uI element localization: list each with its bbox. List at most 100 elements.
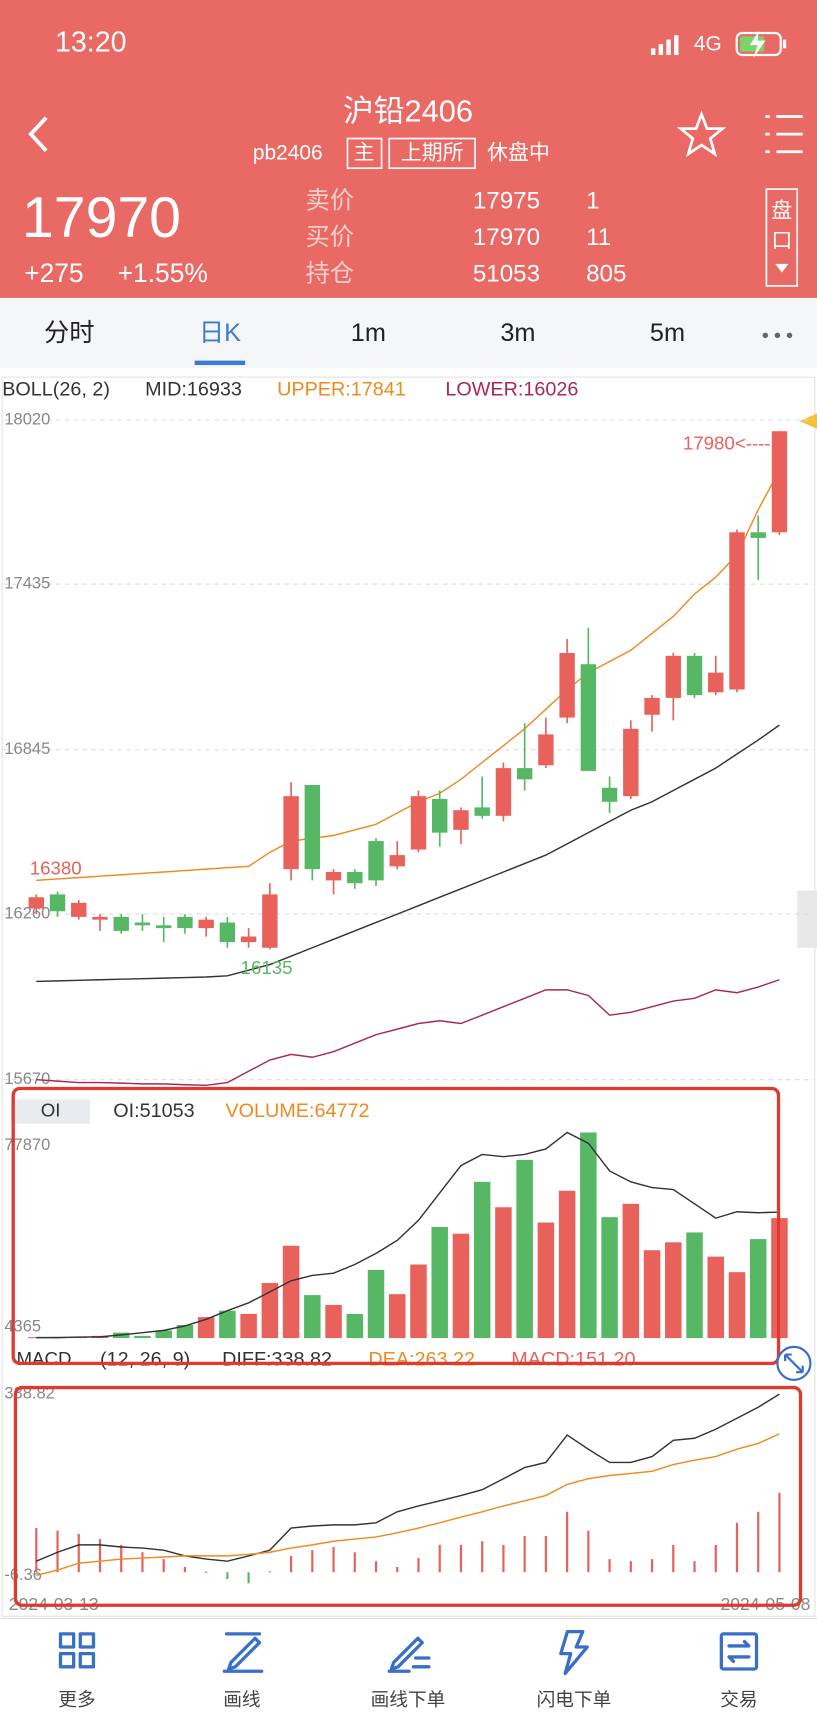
macd-bar [332,1546,335,1573]
macd-bar [502,1544,505,1573]
volume-bar [197,1317,215,1339]
toolbar-item[interactable]: 闪电下单 [537,1689,612,1710]
side-handle[interactable] [797,890,817,948]
macd-bar [459,1544,463,1573]
highlight-box [13,1385,803,1607]
title: 沪铅2406 [343,93,473,128]
y-tick-label: 16260 [4,904,50,922]
volume-bar [558,1190,576,1339]
candle-body [219,922,236,943]
candle-body [601,787,618,802]
volume-bar [537,1222,555,1339]
candle-body [495,768,512,816]
status-time: 13:20 [55,27,127,59]
toolbar-item[interactable]: 交易 [720,1689,757,1710]
y-tick-label: 4365 [4,1318,41,1336]
macd-bar [587,1530,590,1573]
macd-bar [417,1558,420,1573]
macd-bar [757,1511,760,1573]
volume-bar [728,1272,746,1339]
tab[interactable]: 3m [500,319,535,347]
volume-bar [707,1256,724,1339]
volume-bar [516,1159,533,1339]
y-tick-label: 18020 [4,410,50,428]
volume-bar [431,1227,448,1339]
candle-body [474,807,490,816]
legend-entry: MACD:151.20 [511,1348,635,1370]
macd-bar [183,1566,187,1573]
tab-underline [194,360,246,366]
tab[interactable]: 1m [351,319,386,347]
tabs-bg [0,297,817,369]
macd-bar [77,1533,80,1573]
annotation: 16380 [30,857,82,878]
volume-bar [665,1242,682,1339]
candle-body [28,897,44,909]
toolbar-item[interactable]: 画线下单 [371,1689,446,1710]
row-label: 卖价 [306,188,354,215]
candle-body [686,655,703,696]
macd-bar [226,1572,229,1580]
expand-button[interactable] [776,1345,812,1381]
more-tabs[interactable] [762,332,793,339]
tag: 主 [354,141,375,164]
icon-flash [559,1629,589,1676]
candle-body [92,916,108,920]
volume-bar [304,1295,321,1339]
volume-bar [749,1239,767,1339]
band-line [36,469,781,882]
menu-button[interactable] [765,115,803,154]
icon-more [58,1632,96,1669]
volume-bar [219,1310,236,1339]
candle-body [771,431,788,533]
candle-body [325,871,342,881]
macd-bar [289,1555,293,1573]
change: +275 [24,258,83,288]
toolbar-item[interactable]: 更多 [58,1689,95,1710]
y-tick-label: 17435 [4,575,50,593]
tag: 上期所 [401,141,464,164]
legend-entry: UPPER:17841 [277,379,406,401]
tab[interactable]: 分时 [44,319,95,347]
macd-bar [714,1544,717,1573]
candle-body [198,919,214,929]
icon-draw [222,1632,264,1673]
macd-bar [311,1550,314,1573]
candle-body [665,655,681,698]
indicator-label: BOLL(26, 2) [2,379,110,401]
back-button[interactable] [28,116,48,152]
side-button[interactable]: 盘 口 [765,188,799,287]
volume-bar [155,1330,172,1339]
series-line [36,1433,780,1577]
oi-tab-bg [10,1099,91,1124]
macd-bar [650,1559,654,1573]
volume-bar [325,1305,342,1339]
battery-icon [735,30,787,59]
legend-entry: LOWER:16026 [445,379,578,401]
candle-body [453,810,469,830]
series-line [36,1393,780,1562]
volume-bar [580,1132,597,1339]
tab-active[interactable]: 日K [199,319,241,347]
volume-bar [622,1203,640,1339]
candle-body [304,784,321,870]
candle-body [262,894,278,948]
macd-bar [629,1561,632,1573]
volume-bar [346,1313,364,1339]
change-pct: +1.55% [118,258,208,288]
legend-entry: DEA:263.22 [368,1348,475,1370]
macd-bar [608,1559,611,1573]
candle-body [410,796,427,850]
tab[interactable]: 5m [650,319,685,347]
candle-body [113,916,129,931]
volume-bar [176,1324,194,1339]
signal-icon [650,35,679,55]
annotation: 17980<---- [683,432,771,453]
candle-body [155,925,172,929]
star-button[interactable] [676,110,727,158]
volume-bar [473,1181,491,1339]
macd-bar [438,1544,441,1573]
candle-body [134,922,151,926]
toolbar-item[interactable]: 画线 [223,1689,260,1710]
